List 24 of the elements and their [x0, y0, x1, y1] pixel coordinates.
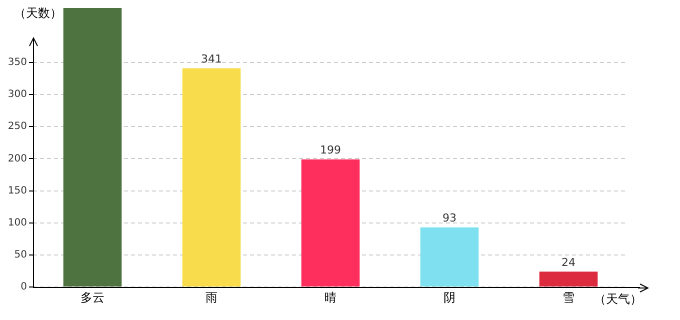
y-tick-label: 0 — [20, 282, 27, 293]
x-tick-label: 阴 — [444, 290, 456, 304]
data-label: 199 — [320, 144, 341, 157]
x-axis-title: （天气） — [594, 292, 642, 306]
bar — [420, 227, 479, 286]
x-tick-label: 多云 — [80, 290, 104, 304]
y-tick-label: 250 — [8, 121, 27, 132]
bar — [63, 8, 122, 286]
bar — [301, 159, 360, 286]
bar — [539, 272, 598, 286]
x-tick-label: 晴 — [324, 290, 336, 304]
y-tick-label: 200 — [8, 153, 27, 164]
y-axis-title: （天数） — [14, 6, 62, 20]
y-tick-label: 150 — [8, 185, 27, 196]
data-label: 24 — [562, 256, 576, 269]
x-tick-label: 雪 — [562, 290, 574, 304]
y-tick-label: 100 — [8, 217, 27, 228]
y-tick-label: 350 — [8, 57, 27, 68]
y-tick-label: 50 — [14, 250, 27, 261]
bar — [182, 68, 241, 286]
data-label: 341 — [201, 52, 222, 66]
y-tick-label: 300 — [8, 89, 27, 100]
x-tick-label: 雨 — [206, 290, 218, 304]
data-label: 93 — [442, 212, 456, 225]
